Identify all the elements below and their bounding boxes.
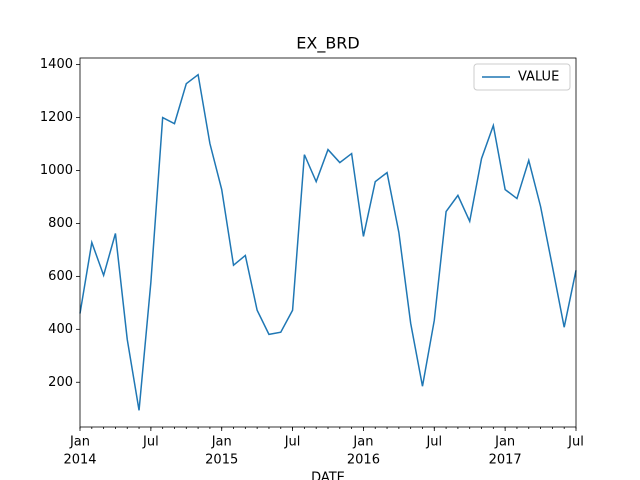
y-tick-label: 1000 (40, 163, 73, 178)
x-tick-label: Jan (352, 435, 373, 450)
series-line (79, 73, 577, 411)
legend-label: VALUE (518, 70, 559, 85)
y-tick-label: 400 (48, 322, 73, 337)
x-tick-sublabel: 2015 (205, 453, 238, 468)
x-tick-label: Jan (211, 435, 232, 450)
x-tick-label: Jan (494, 435, 515, 450)
y-tick-label: 800 (48, 216, 73, 231)
x-tick-sublabel: 2016 (347, 453, 380, 468)
plot-frame (79, 57, 577, 428)
chart-title: EX_BRD (296, 34, 359, 54)
x-tick-label: Jul (284, 435, 301, 450)
legend-box (473, 63, 571, 91)
x-axis-label: DATE (311, 471, 345, 480)
y-tick-label: 1200 (40, 110, 73, 125)
y-tick-label: 600 (48, 269, 73, 284)
x-tick-label: Jul (142, 435, 159, 450)
x-tick-label: Jul (567, 435, 584, 450)
y-tick-label: 200 (48, 375, 73, 390)
y-tick-label: 1400 (40, 57, 73, 72)
x-tick-sublabel: 2017 (489, 453, 522, 468)
x-tick-sublabel: 2014 (63, 453, 96, 468)
x-tick-label: Jul (425, 435, 442, 450)
x-tick-label: Jan (69, 435, 90, 450)
